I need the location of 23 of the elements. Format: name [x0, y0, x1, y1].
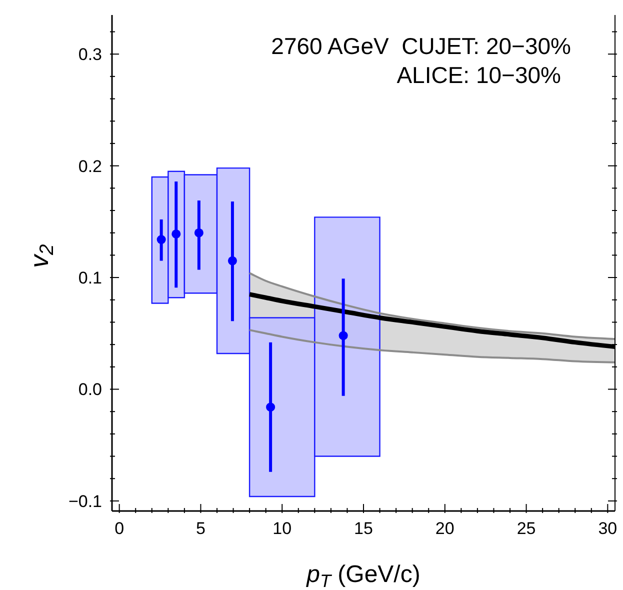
line-series [248, 329, 615, 364]
x-tick-label: 25 [516, 519, 536, 538]
y-tick-label: 0.0 [78, 380, 102, 400]
x-tick-label: 5 [196, 519, 206, 538]
y-tick-label: 0.3 [78, 45, 102, 64]
point [156, 235, 166, 244]
x-tick-label: 15 [354, 519, 373, 538]
y-tick-label: 0.2 [78, 156, 102, 176]
line-series [248, 272, 615, 340]
x-tick-label: 0 [114, 519, 124, 538]
point [228, 256, 237, 266]
x-tick-label: 10 [272, 519, 292, 538]
annotation: ALICE: 10−30% [396, 62, 561, 88]
point [266, 402, 276, 412]
y-tick-label: −0.1 [68, 492, 102, 511]
x-tick-label: 30 [598, 519, 618, 538]
point [194, 228, 204, 238]
point [338, 331, 348, 340]
x-axis-title: p$_{T}$ (GeV/c) [306, 561, 420, 590]
x-tick-label: 20 [435, 519, 454, 538]
point [172, 229, 181, 238]
y-tick-label: 0.1 [78, 268, 102, 288]
annotation: 2760 AGeV CUJET: 20−30% [271, 33, 571, 59]
